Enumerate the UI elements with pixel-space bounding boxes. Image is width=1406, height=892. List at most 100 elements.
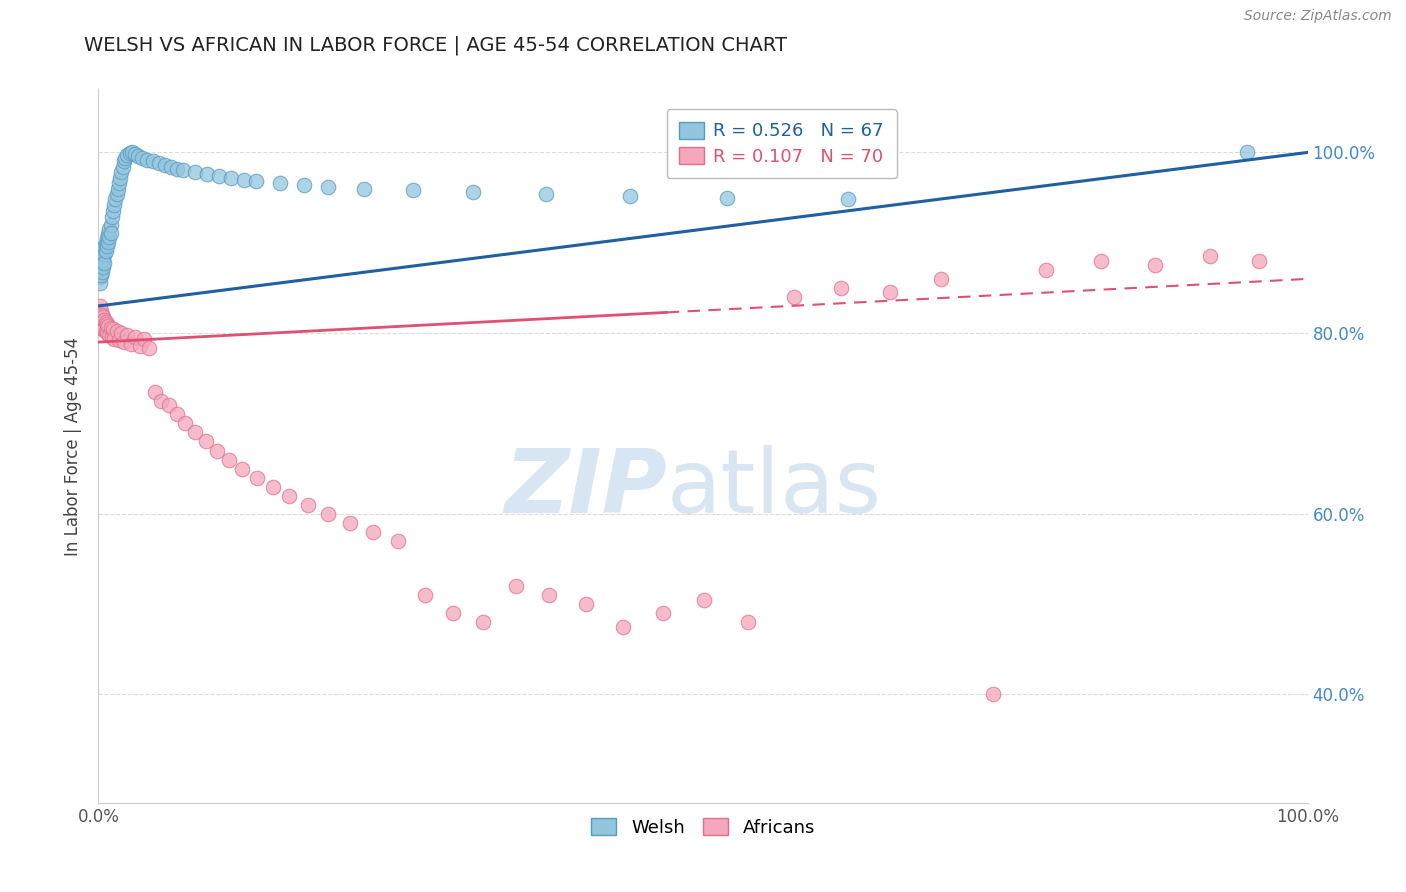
Point [612, 620, 634, 634]
Point [91, 310, 114, 324]
Point [97, 235, 120, 249]
Point [93, 240, 115, 254]
Point [208, 169, 231, 183]
Point [387, 533, 409, 548]
Point [150, 393, 173, 408]
Point [117, 327, 139, 342]
Point [108, 334, 131, 348]
Point [232, 172, 254, 186]
Point [89, 270, 111, 285]
Point [112, 154, 135, 169]
Point [245, 174, 267, 188]
Point [100, 320, 122, 334]
Point [93, 321, 115, 335]
Point [837, 193, 859, 207]
Point [246, 470, 269, 484]
Point [693, 592, 716, 607]
Point [218, 452, 240, 467]
Point [172, 163, 194, 178]
Point [107, 181, 129, 195]
Point [91, 257, 114, 271]
Point [91, 260, 114, 274]
Point [463, 185, 485, 199]
Point [1035, 263, 1057, 277]
Point [353, 181, 375, 195]
Point [90, 268, 112, 283]
Point [124, 147, 146, 161]
Point [361, 524, 384, 539]
Point [100, 226, 122, 240]
Point [91, 249, 114, 263]
Point [94, 315, 117, 329]
Point [114, 151, 136, 165]
Legend: Welsh, Africans: Welsh, Africans [583, 811, 823, 844]
Point [98, 327, 121, 342]
Point [737, 615, 759, 629]
Point [575, 597, 598, 611]
Point [471, 615, 494, 629]
Point [96, 326, 118, 340]
Point [1236, 145, 1258, 160]
Point [339, 516, 361, 530]
Point [90, 253, 112, 268]
Point [135, 153, 157, 167]
Point [104, 193, 127, 207]
Point [652, 606, 675, 620]
Point [782, 290, 804, 304]
Point [108, 170, 131, 185]
Point [174, 417, 197, 431]
Point [105, 324, 128, 338]
Point [91, 252, 114, 267]
Point [134, 331, 156, 345]
Point [117, 148, 139, 162]
Point [402, 183, 425, 197]
Point [97, 318, 120, 333]
Point [830, 281, 852, 295]
Point [1198, 249, 1220, 263]
Point [157, 398, 180, 412]
Point [205, 443, 228, 458]
Point [91, 244, 114, 259]
Point [184, 165, 207, 179]
Point [297, 498, 319, 512]
Point [94, 244, 117, 258]
Point [716, 191, 738, 205]
Point [121, 145, 143, 160]
Point [89, 263, 111, 277]
Point [262, 480, 284, 494]
Point [120, 337, 142, 351]
Point [89, 308, 111, 322]
Point [91, 315, 114, 329]
Point [1144, 258, 1167, 272]
Point [100, 211, 122, 225]
Point [166, 161, 188, 176]
Point [929, 272, 952, 286]
Point [143, 384, 166, 399]
Point [166, 408, 188, 422]
Point [90, 317, 112, 331]
Point [112, 335, 135, 350]
Point [1090, 253, 1112, 268]
Point [98, 230, 121, 244]
Point [89, 277, 111, 291]
Point [142, 154, 165, 169]
Point [94, 324, 117, 338]
Y-axis label: In Labor Force | Age 45-54: In Labor Force | Age 45-54 [65, 336, 83, 556]
Point [131, 151, 153, 165]
Point [93, 312, 115, 326]
Point [110, 165, 132, 179]
Point [148, 156, 170, 170]
Point [105, 186, 128, 201]
Point [100, 218, 122, 232]
Point [160, 160, 183, 174]
Point [89, 299, 111, 313]
Point [231, 461, 253, 475]
Point [316, 179, 339, 194]
Point [316, 507, 339, 521]
Point [505, 579, 527, 593]
Point [441, 606, 464, 620]
Point [94, 235, 117, 250]
Point [534, 186, 557, 201]
Point [138, 341, 160, 355]
Point [118, 146, 141, 161]
